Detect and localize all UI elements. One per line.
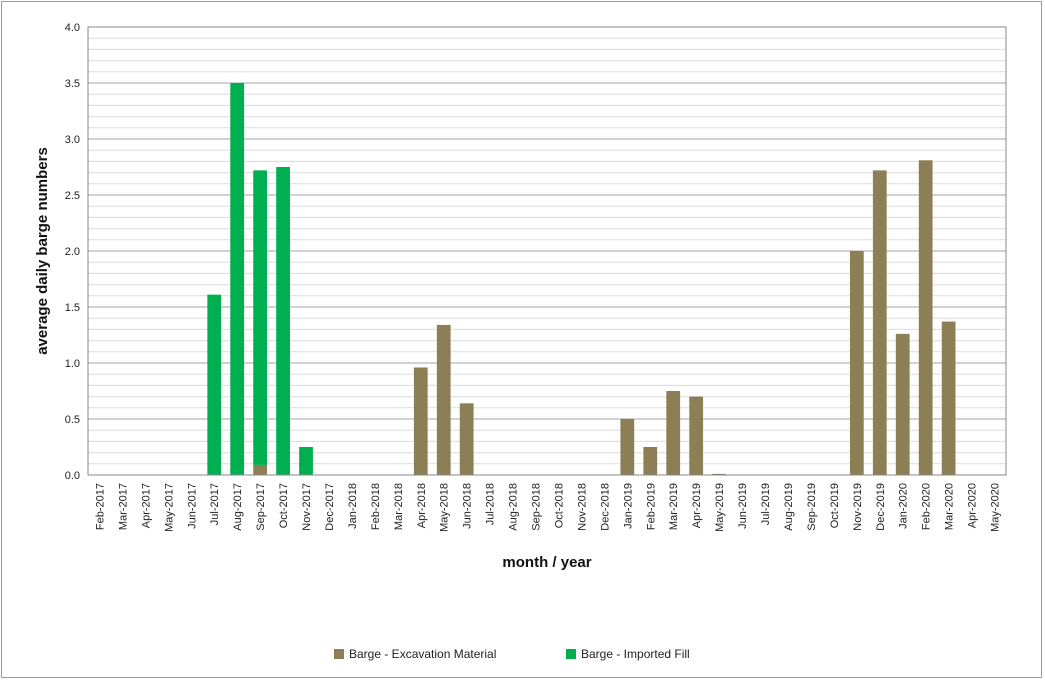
x-tick-label: Feb-2020 <box>921 483 933 530</box>
x-tick-label: Jan-2018 <box>347 483 359 529</box>
legend-label-imported-fill: Barge - Imported Fill <box>581 647 690 661</box>
y-tick-label: 0.0 <box>65 470 80 482</box>
bar-excavation-material <box>459 403 474 475</box>
legend-swatch-excavation <box>334 649 344 659</box>
bar-excavation-material <box>413 367 428 475</box>
x-tick-label: Mar-2020 <box>944 483 956 530</box>
legend-swatch-imported-fill <box>566 649 576 659</box>
x-tick-label: May-2020 <box>990 483 1002 532</box>
x-tick-label: Oct-2018 <box>553 483 565 528</box>
y-tick-label: 1.0 <box>65 358 80 370</box>
y-tick-label: 3.5 <box>65 78 80 90</box>
y-tick-label: 2.0 <box>65 246 80 258</box>
x-tick-label: Mar-2018 <box>393 483 405 530</box>
x-tick-label: May-2018 <box>439 483 451 532</box>
bar-excavation-material <box>918 160 933 475</box>
x-tick-label: Apr-2018 <box>416 483 428 528</box>
x-tick-label: Mar-2017 <box>117 483 129 530</box>
y-axis-title: average daily barge numbers <box>34 147 51 355</box>
x-tick-label: May-2019 <box>714 483 726 532</box>
bar-excavation-material <box>849 251 864 475</box>
bar-imported-fill <box>230 83 245 475</box>
x-tick-label: Apr-2019 <box>691 483 703 528</box>
x-tick-label: Aug-2018 <box>508 483 520 531</box>
x-tick-label: Aug-2017 <box>232 483 244 531</box>
x-tick-label: Jan-2020 <box>898 483 910 529</box>
x-tick-label: Apr-2017 <box>140 483 152 528</box>
bar-excavation-material <box>643 447 658 475</box>
x-tick-label: Oct-2017 <box>278 483 290 528</box>
bar-imported-fill <box>207 294 222 475</box>
x-tick-label: Jan-2019 <box>622 483 634 529</box>
x-tick-label: Sep-2018 <box>531 483 543 531</box>
x-tick-label: Jul-2017 <box>209 483 221 525</box>
gridlines <box>88 37 1006 465</box>
x-axis-title: month / year <box>502 554 591 571</box>
y-tick-label: 0.5 <box>65 414 80 426</box>
x-tick-label: Nov-2018 <box>576 483 588 531</box>
x-tick-label: Mar-2019 <box>668 483 680 530</box>
x-tick-label: Apr-2020 <box>967 483 979 528</box>
x-tick-label: Dec-2019 <box>875 483 887 531</box>
legend-label-excavation: Barge - Excavation Material <box>349 647 496 661</box>
x-tick-label: Feb-2018 <box>370 483 382 530</box>
x-tick-label: Jul-2019 <box>760 483 772 525</box>
y-tick-label: 1.5 <box>65 302 80 314</box>
bars <box>207 83 956 476</box>
x-tick-label: Jun-2018 <box>462 483 474 529</box>
bar-imported-fill <box>253 170 268 465</box>
bar-excavation-material <box>620 419 635 475</box>
x-tick-label: Aug-2019 <box>783 483 795 531</box>
x-tick-label: Oct-2019 <box>829 483 841 528</box>
x-tick-label: Feb-2019 <box>645 483 657 530</box>
bar-imported-fill <box>299 447 313 475</box>
bar-excavation-material <box>436 324 451 475</box>
bar-excavation-material <box>253 464 268 475</box>
bar-excavation-material <box>941 321 956 475</box>
x-tick-label: Feb-2017 <box>94 483 106 530</box>
y-tick-label: 2.5 <box>65 190 80 202</box>
x-tick-label: May-2017 <box>163 483 175 532</box>
x-tick-label: Sep-2019 <box>806 483 818 531</box>
x-tick-label: Dec-2018 <box>599 483 611 531</box>
bar-excavation-material <box>666 391 681 475</box>
bar-excavation-material <box>689 396 704 475</box>
bar-excavation-material <box>872 170 887 476</box>
x-tick-label: Nov-2017 <box>301 483 313 531</box>
y-tick-labels: 0.0 0.5 1.0 1.5 2.0 2.5 3.0 3.5 4.0 <box>65 22 80 482</box>
x-tick-label: Jun-2017 <box>186 483 198 529</box>
bar-excavation-material <box>712 473 727 475</box>
bar-excavation-material <box>895 333 910 475</box>
x-tick-label: Jun-2019 <box>737 483 749 529</box>
x-tick-label: Dec-2017 <box>324 483 336 531</box>
x-tick-label: Sep-2017 <box>255 483 267 531</box>
legend: Barge - Excavation Material Barge - Impo… <box>334 647 690 661</box>
y-tick-label: 3.0 <box>65 134 80 146</box>
x-tick-label: Jul-2018 <box>485 483 497 525</box>
bar-imported-fill <box>276 167 290 475</box>
x-tick-labels: Feb-2017 Mar-2017 Apr-2017 May-2017 Jun-2017… <box>94 483 1001 532</box>
y-tick-label: 4.0 <box>65 22 80 34</box>
plot-area-border <box>87 26 1007 476</box>
x-tick-label: Nov-2019 <box>852 483 864 531</box>
